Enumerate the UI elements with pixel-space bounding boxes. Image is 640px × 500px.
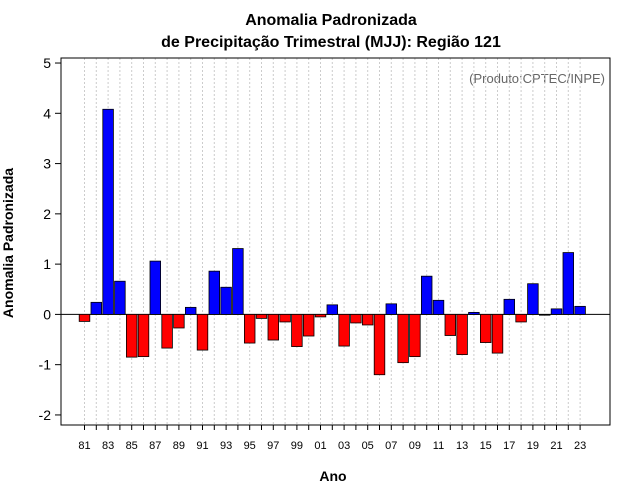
bar-1994 [232,248,244,315]
x-tick-label: 03 [338,440,350,452]
y-tick-label: 0 [43,306,51,322]
bar-1998 [279,313,291,323]
bar-1991 [196,313,209,351]
x-tick-label: 85 [126,440,138,452]
x-tick-label: 17 [503,440,515,452]
x-tick-label: 19 [527,440,539,452]
bar-1981 [78,313,91,322]
x-tick-label: 21 [550,440,562,452]
chart-subtitle: de Precipitação Trimestral (MJJ): Região… [161,34,501,51]
plot-frame [60,57,611,426]
bar-1996 [255,313,268,319]
x-tick-label: 05 [362,440,374,452]
bar-2009 [409,313,421,358]
y-tick-label: 2 [43,206,51,222]
y-tick-label: 4 [43,105,51,121]
bar-2006 [373,313,386,376]
bar-2014 [468,311,480,315]
x-tick-label: 95 [244,440,256,452]
bar-2012 [444,313,457,336]
bar-2000 [302,313,315,337]
bar-2004 [350,313,362,324]
y-tick-label: -1 [39,357,52,373]
x-tick-label: 01 [314,440,326,452]
bar-1999 [291,313,303,347]
bar-2011 [432,299,445,315]
bar-1993 [220,286,232,315]
bar-2018 [515,313,527,323]
bar-2008 [397,313,409,364]
bar-2010 [420,275,433,315]
bar-2001 [314,313,327,318]
bar-2022 [562,252,575,315]
bar-2015 [479,313,492,343]
y-tick-label: 5 [43,55,51,71]
bar-2019 [527,283,539,315]
bar-1986 [137,313,150,358]
x-tick-label: 87 [149,440,161,452]
bar-2023 [574,305,586,315]
bars [78,108,586,376]
x-tick-label: 89 [173,440,185,452]
bar-2005 [361,313,374,326]
bar-2016 [491,313,504,354]
credit-text: (Produto:CPTEC/INPE) [469,71,605,86]
x-tick-label: 83 [102,440,114,452]
x-tick-label: 11 [433,440,444,452]
x-tick-label: 91 [196,440,208,452]
bar-2007 [385,303,398,315]
bar-1982 [90,301,103,315]
bar-1988 [161,313,173,349]
bar-2003 [338,313,350,347]
bar-1997 [267,313,280,341]
bar-2013 [456,313,468,356]
x-tick-label: 81 [78,440,90,452]
x-tick-label: 15 [480,440,492,452]
bar-1995 [243,313,256,344]
bar-1992 [208,270,221,315]
x-tick-label: 93 [220,440,232,452]
bar-1990 [184,306,197,315]
bar-1989 [173,313,185,329]
bar-1984 [114,280,126,315]
x-tick-label: 09 [409,440,421,452]
chart-title: Anomalia Padronizada [245,12,417,29]
x-tick-label: 97 [267,440,279,452]
bar-2002 [326,304,339,315]
bar-2021 [550,308,563,315]
x-axis-label: Ano [319,468,346,484]
x-tick-label: 07 [385,440,397,452]
y-tick-label: 1 [43,256,51,272]
y-tick-label: -2 [39,407,52,423]
grid [84,58,581,425]
x-axis: 81 83 85 87 89 91 93 95 97 99 01 03 05 07 09 11 13 15 17 19… [78,425,586,452]
x-tick-label: 23 [574,440,586,452]
bar-1985 [126,313,138,358]
x-tick-label: 99 [291,440,303,452]
bar-2020 [539,313,551,316]
y-tick-label: 3 [43,156,51,172]
bar-2017 [503,298,516,315]
bar-1987 [149,260,162,315]
x-tick-label: 13 [456,440,468,452]
y-axis: -2 -1 0 1 2 3 4 5 [39,55,61,423]
y-axis-label: Anomalia Padronizada [0,168,16,318]
bar-1983 [102,108,114,315]
